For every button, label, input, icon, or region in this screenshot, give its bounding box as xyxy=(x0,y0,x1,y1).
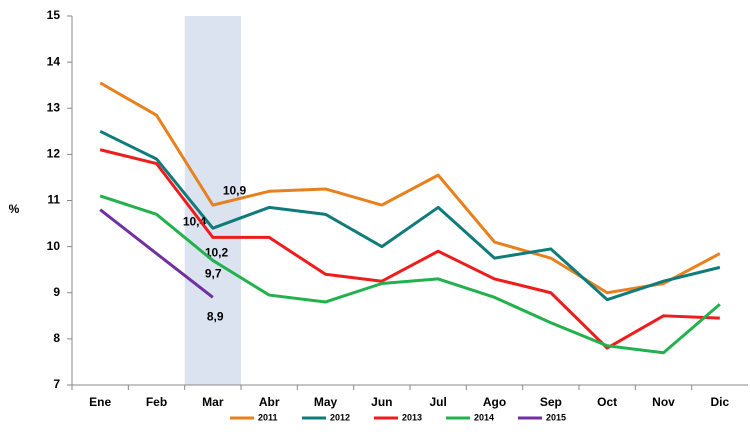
x-tick-label: Nov xyxy=(652,395,675,409)
series-line xyxy=(99,81,721,295)
x-tick-label: Ene xyxy=(89,395,111,409)
y-tick-label: 11 xyxy=(47,193,60,207)
x-tick-label: Sep xyxy=(540,395,562,409)
y-tick-label: 8 xyxy=(53,331,60,345)
x-tick-label: Dic xyxy=(710,395,729,409)
x-tick-label: Mar xyxy=(202,395,224,409)
legend-label: 2014 xyxy=(474,412,494,422)
y-tick-label: 14 xyxy=(47,54,61,68)
legend-label: 2013 xyxy=(402,412,422,422)
x-tick-label: Abr xyxy=(259,395,280,409)
y-tick-label: 9 xyxy=(53,285,60,299)
series-line xyxy=(99,194,721,355)
x-tick-label: Jul xyxy=(429,395,446,409)
y-tick-label: 10 xyxy=(47,239,61,253)
value-label: 10,4 xyxy=(183,214,207,228)
y-tick-label: 13 xyxy=(47,100,61,114)
y-tick-label: 12 xyxy=(47,147,61,161)
series-line xyxy=(99,208,214,299)
x-tick-label: Feb xyxy=(146,395,167,409)
y-tick-label: 15 xyxy=(47,8,61,22)
legend-label: 2012 xyxy=(330,412,350,422)
y-tick-label: 7 xyxy=(53,377,60,391)
x-tick-label: Jun xyxy=(371,395,392,409)
value-label: 10,9 xyxy=(223,183,247,197)
x-tick-label: Oct xyxy=(597,395,617,409)
legend-label: 2011 xyxy=(258,412,278,422)
value-label: 8,9 xyxy=(207,310,224,324)
series-line xyxy=(99,129,721,302)
y-axis-label: % xyxy=(9,202,20,216)
series-line xyxy=(99,148,720,350)
x-tick-label: May xyxy=(314,395,338,409)
x-tick-label: Ago xyxy=(483,395,506,409)
legend-label: 2015 xyxy=(546,412,566,422)
value-label: 10,2 xyxy=(205,246,229,260)
value-label: 9,7 xyxy=(205,267,222,281)
